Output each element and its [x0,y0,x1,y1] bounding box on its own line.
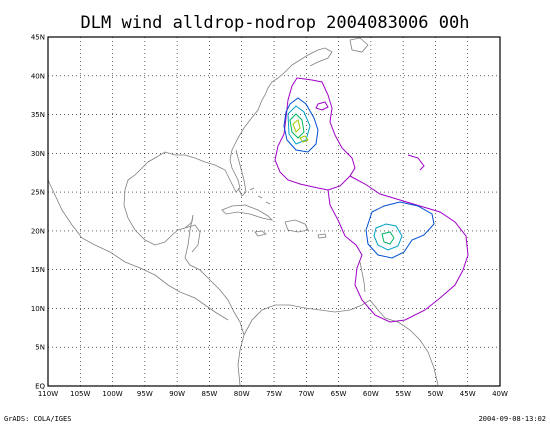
coastline-mexico-pacific [47,179,229,321]
contour-small-loop [315,101,329,111]
contour-level3-south [373,223,403,251]
footer-left: GrADS: COLA/IGES [4,415,71,423]
map-frame [47,36,501,387]
lon-label: 65W [331,390,347,398]
lat-label: 10N [31,305,45,313]
lon-label: 110W [38,390,58,398]
contour-level2-south [365,201,435,259]
lon-label: 100W [102,390,122,398]
coastlines [47,37,439,386]
lon-label: 40W [492,390,508,398]
coastline-lesser-antilles [359,261,366,293]
contour-small-curl [407,154,425,171]
lat-label: EQ [35,383,45,391]
wind-contours [274,77,469,323]
lat-label: 40N [31,72,45,80]
contour-level5-north [292,119,301,133]
lon-label: 45W [460,390,476,398]
lon-label: 60W [363,390,379,398]
lon-label: 90W [169,390,185,398]
lat-label: 5N [35,344,45,352]
coastline-newfoundland [349,37,369,53]
lon-label: 70W [298,390,314,398]
lat-label: 25N [31,189,45,197]
coastline-cuba [221,204,274,221]
plot-title: DLM wind alldrop-nodrop 2004083006 00h [81,13,470,33]
contour-level2-north [283,97,319,153]
coastline-yucatan [184,224,201,253]
lon-label: 55W [395,390,411,398]
gridlines [48,37,500,386]
lon-label: 85W [202,390,218,398]
contour-outer [274,77,356,191]
lat-label: 35N [31,111,45,119]
lon-label: 75W [266,390,282,398]
lat-label: 45N [31,34,45,42]
lon-label: 50W [428,390,444,398]
lat-label: 15N [31,266,45,274]
latitude-labels: EQ 5N 10N 15N 20N 25N 30N 35N 40N 45N [31,34,46,391]
contour-level4-south [381,231,395,245]
coastline-south-america [243,299,439,386]
lat-label: 30N [31,150,45,158]
longitude-labels: 110W 105W 100W 95W 90W 85W 80W 75W 70W 65W 60W 55W 5… [38,390,508,398]
coastline-us-gulf [123,64,293,386]
contour-outer-east [327,175,469,323]
coastline-bahamas [249,187,271,205]
lon-label: 80W [234,390,250,398]
coastline-puerto-rico [317,233,327,239]
contour-level3-north [287,105,311,145]
lon-label: 105W [70,390,90,398]
contour-level4-north [289,113,305,139]
lon-label: 95W [137,390,153,398]
coastline-florida [235,149,247,197]
coastline-jamaica [254,230,267,237]
coastline-hispaniola [284,219,309,233]
footer-right: 2004-09-08-13:02 [479,415,546,423]
coastline-nova-scotia [291,47,333,67]
contour-level5-small [299,135,309,143]
lat-label: 20N [31,227,45,235]
